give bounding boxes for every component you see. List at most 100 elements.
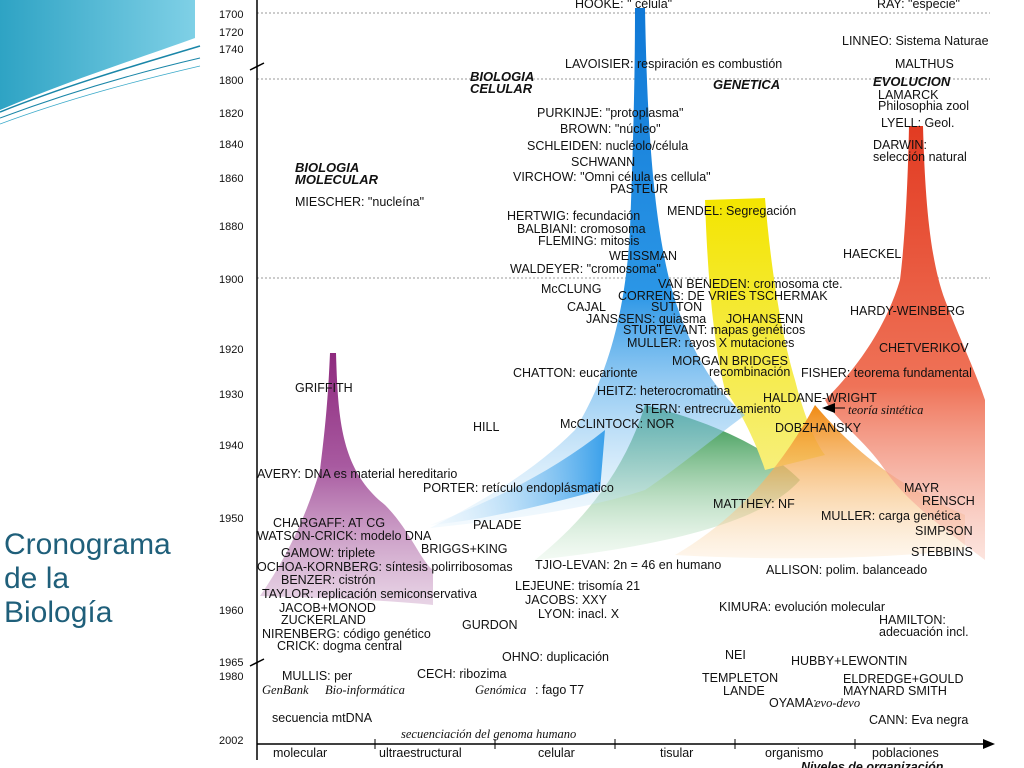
label-heitz: HEITZ: heterocromatina	[597, 384, 730, 398]
label-muller-carga: MULLER: carga genética	[821, 509, 961, 523]
label-brown: BROWN: "núcleo"	[560, 122, 661, 136]
label-ohno: OHNO: duplicación	[502, 650, 609, 664]
label-chetverikov: CHETVERIKOV	[879, 341, 969, 355]
year-tick-1740: 1740	[219, 44, 243, 56]
label-stern: STERN: entrecruzamiento	[635, 402, 781, 416]
year-tick-1820: 1820	[219, 108, 243, 120]
celular-area-left	[430, 430, 605, 525]
label-oyama: OYAMA:	[769, 696, 817, 710]
label-gamow: GAMOW: triplete	[281, 546, 375, 560]
label-taylor: TAYLOR: replicación semiconservativa	[262, 587, 477, 601]
label-dobzhansky: DOBZHANSKY	[775, 421, 862, 435]
label-mayr: MAYR	[904, 481, 939, 495]
year-tick-1840: 1840	[219, 139, 243, 151]
year-tick-1880: 1880	[219, 221, 243, 233]
year-tick-1860: 1860	[219, 173, 243, 185]
heading-celular-1: BIOLOGIA	[470, 69, 534, 84]
green-area	[535, 405, 800, 560]
heading-molecular-1: BIOLOGIA	[295, 160, 359, 175]
label-philosophia: Philosophia zool	[878, 99, 969, 113]
label-sturtevant: STURTEVANT: mapas genéticos	[623, 323, 805, 337]
level-organismo: organismo	[765, 746, 823, 760]
label-simpson: SIMPSON	[915, 524, 973, 538]
label-hardy: HARDY-WEINBERG	[850, 304, 965, 318]
label-seleccion: selección natural	[873, 150, 967, 164]
heading-celular-2: CELULAR	[470, 81, 533, 96]
label-cann: CANN: Eva negra	[869, 713, 968, 727]
decorative-swoosh	[0, 0, 201, 125]
label-maynard: MAYNARD SMITH	[843, 684, 947, 698]
axis-arrow-icon	[983, 739, 995, 749]
label-schwann: SCHWANN	[571, 155, 635, 169]
label-virchow: VIRCHOW: "Omni célula es cellula"	[513, 170, 711, 184]
label-hubby: HUBBY+LEWONTIN	[791, 654, 907, 668]
year-tick-1980: 1980	[219, 671, 243, 683]
label-benzer: BENZER: cistrón	[281, 573, 376, 587]
label-tjio: TJIO-LEVAN: 2n = 46 en humano	[535, 558, 721, 572]
label-hamilton: HAMILTON:	[879, 613, 946, 627]
label-janssens: JANSSENS: quiasma	[586, 312, 706, 326]
year-tick-1960: 1960	[219, 605, 243, 617]
label-haldane: HALDANE-WRIGHT	[763, 391, 877, 405]
level-labels: molecular ultraestructural celular tisul…	[273, 746, 944, 768]
label-mcclintock: McCLINTOCK: NOR	[560, 417, 674, 431]
level-molecular: molecular	[273, 746, 327, 760]
label-bioinformatica: Bio-informática	[325, 683, 405, 697]
label-nirenberg: NIRENBERG: código genético	[262, 627, 431, 641]
level-tisular: tisular	[660, 746, 693, 760]
genetica-area	[705, 198, 825, 470]
label-eldredge: ELDREDGE+GOULD	[843, 672, 964, 686]
label-malthus: MALTHUS	[895, 57, 954, 71]
label-teoria: teoría sintética	[848, 403, 923, 417]
label-ray: RAY: "especie"	[877, 0, 960, 11]
label-gurdon: GURDON	[462, 618, 518, 632]
label-darwin: DARWIN:	[873, 138, 927, 152]
label-balbiani: BALBIANI: cromosoma	[517, 222, 646, 236]
label-lyon: LYON: inacl. X	[538, 607, 620, 621]
timeline-figure: 1700 1720 1740 1800 1820 1840 1860 1880 …	[205, 0, 1010, 768]
year-tick-1900: 1900	[219, 274, 243, 286]
label-correns: CORRENS: DE VRIES TSCHERMAK	[618, 289, 828, 303]
label-griffith: GRIFFITH	[295, 381, 353, 395]
label-lavoisier: LAVOISIER: respiración es combustión	[565, 57, 782, 71]
label-avery: AVERY: DNA es material hereditario	[257, 467, 457, 481]
slide-title-line-3: Biología	[4, 596, 113, 629]
orange-area	[675, 405, 965, 559]
arrow-icon	[822, 403, 835, 413]
label-muller-rayos: MULLER: rayos X mutaciones	[627, 336, 794, 350]
label-cech: CECH: ribozima	[417, 667, 507, 681]
year-tick-1720: 1720	[219, 27, 243, 39]
axis-break-icon	[249, 62, 265, 667]
event-labels: HOOKE: " célula" RAY: "especie" LINNEO: …	[257, 0, 989, 741]
label-jacobs: JACOBS: XXY	[525, 593, 608, 607]
label-weissman: WEISSMAN	[609, 249, 677, 263]
label-palade: PALADE	[473, 518, 521, 532]
label-cajal: CAJAL	[567, 300, 606, 314]
heading-evolucion: EVOLUCION	[873, 74, 951, 89]
heading-molecular-2: MOLECULAR	[295, 172, 379, 187]
label-lejeune: LEJEUNE: trisomía 21	[515, 579, 640, 593]
label-johansenn: JOHANSENN	[726, 312, 803, 326]
timeline-diagram: 1700 1720 1740 1800 1820 1840 1860 1880 …	[219, 0, 995, 768]
label-adecuacion: adecuación incl.	[879, 625, 969, 639]
label-purkinje: PURKINJE: "protoplasma"	[537, 106, 683, 120]
label-genbank: GenBank	[262, 683, 309, 697]
label-chargaff: CHARGAFF: AT CG	[273, 516, 385, 530]
year-tick-1950: 1950	[219, 513, 243, 525]
label-recombinacion: recombinación	[709, 365, 790, 379]
label-briggs: BRIGGS+KING	[421, 542, 507, 556]
label-sutton: SUTTON	[651, 300, 702, 314]
evolucion-area	[825, 126, 985, 560]
label-matthey: MATTHEY: NF	[713, 497, 795, 511]
molecular-area	[260, 353, 433, 605]
label-allison: ALLISON: polim. balanceado	[766, 563, 927, 577]
celular-area	[430, 8, 745, 528]
axis-title: Niveles de organización	[801, 760, 944, 768]
label-miescher: MIESCHER: "nucleína"	[295, 195, 424, 209]
label-van-beneden: VAN BENEDEN: cromosoma cte.	[658, 277, 843, 291]
year-tick-1920: 1920	[219, 344, 243, 356]
label-linneo: LINNEO: Sistema Naturae	[842, 34, 989, 48]
slide-title-line-2: de la	[4, 562, 70, 595]
year-tick-1965: 1965	[219, 657, 243, 669]
label-waldeyer: WALDEYER: "cromosoma"	[510, 262, 661, 276]
